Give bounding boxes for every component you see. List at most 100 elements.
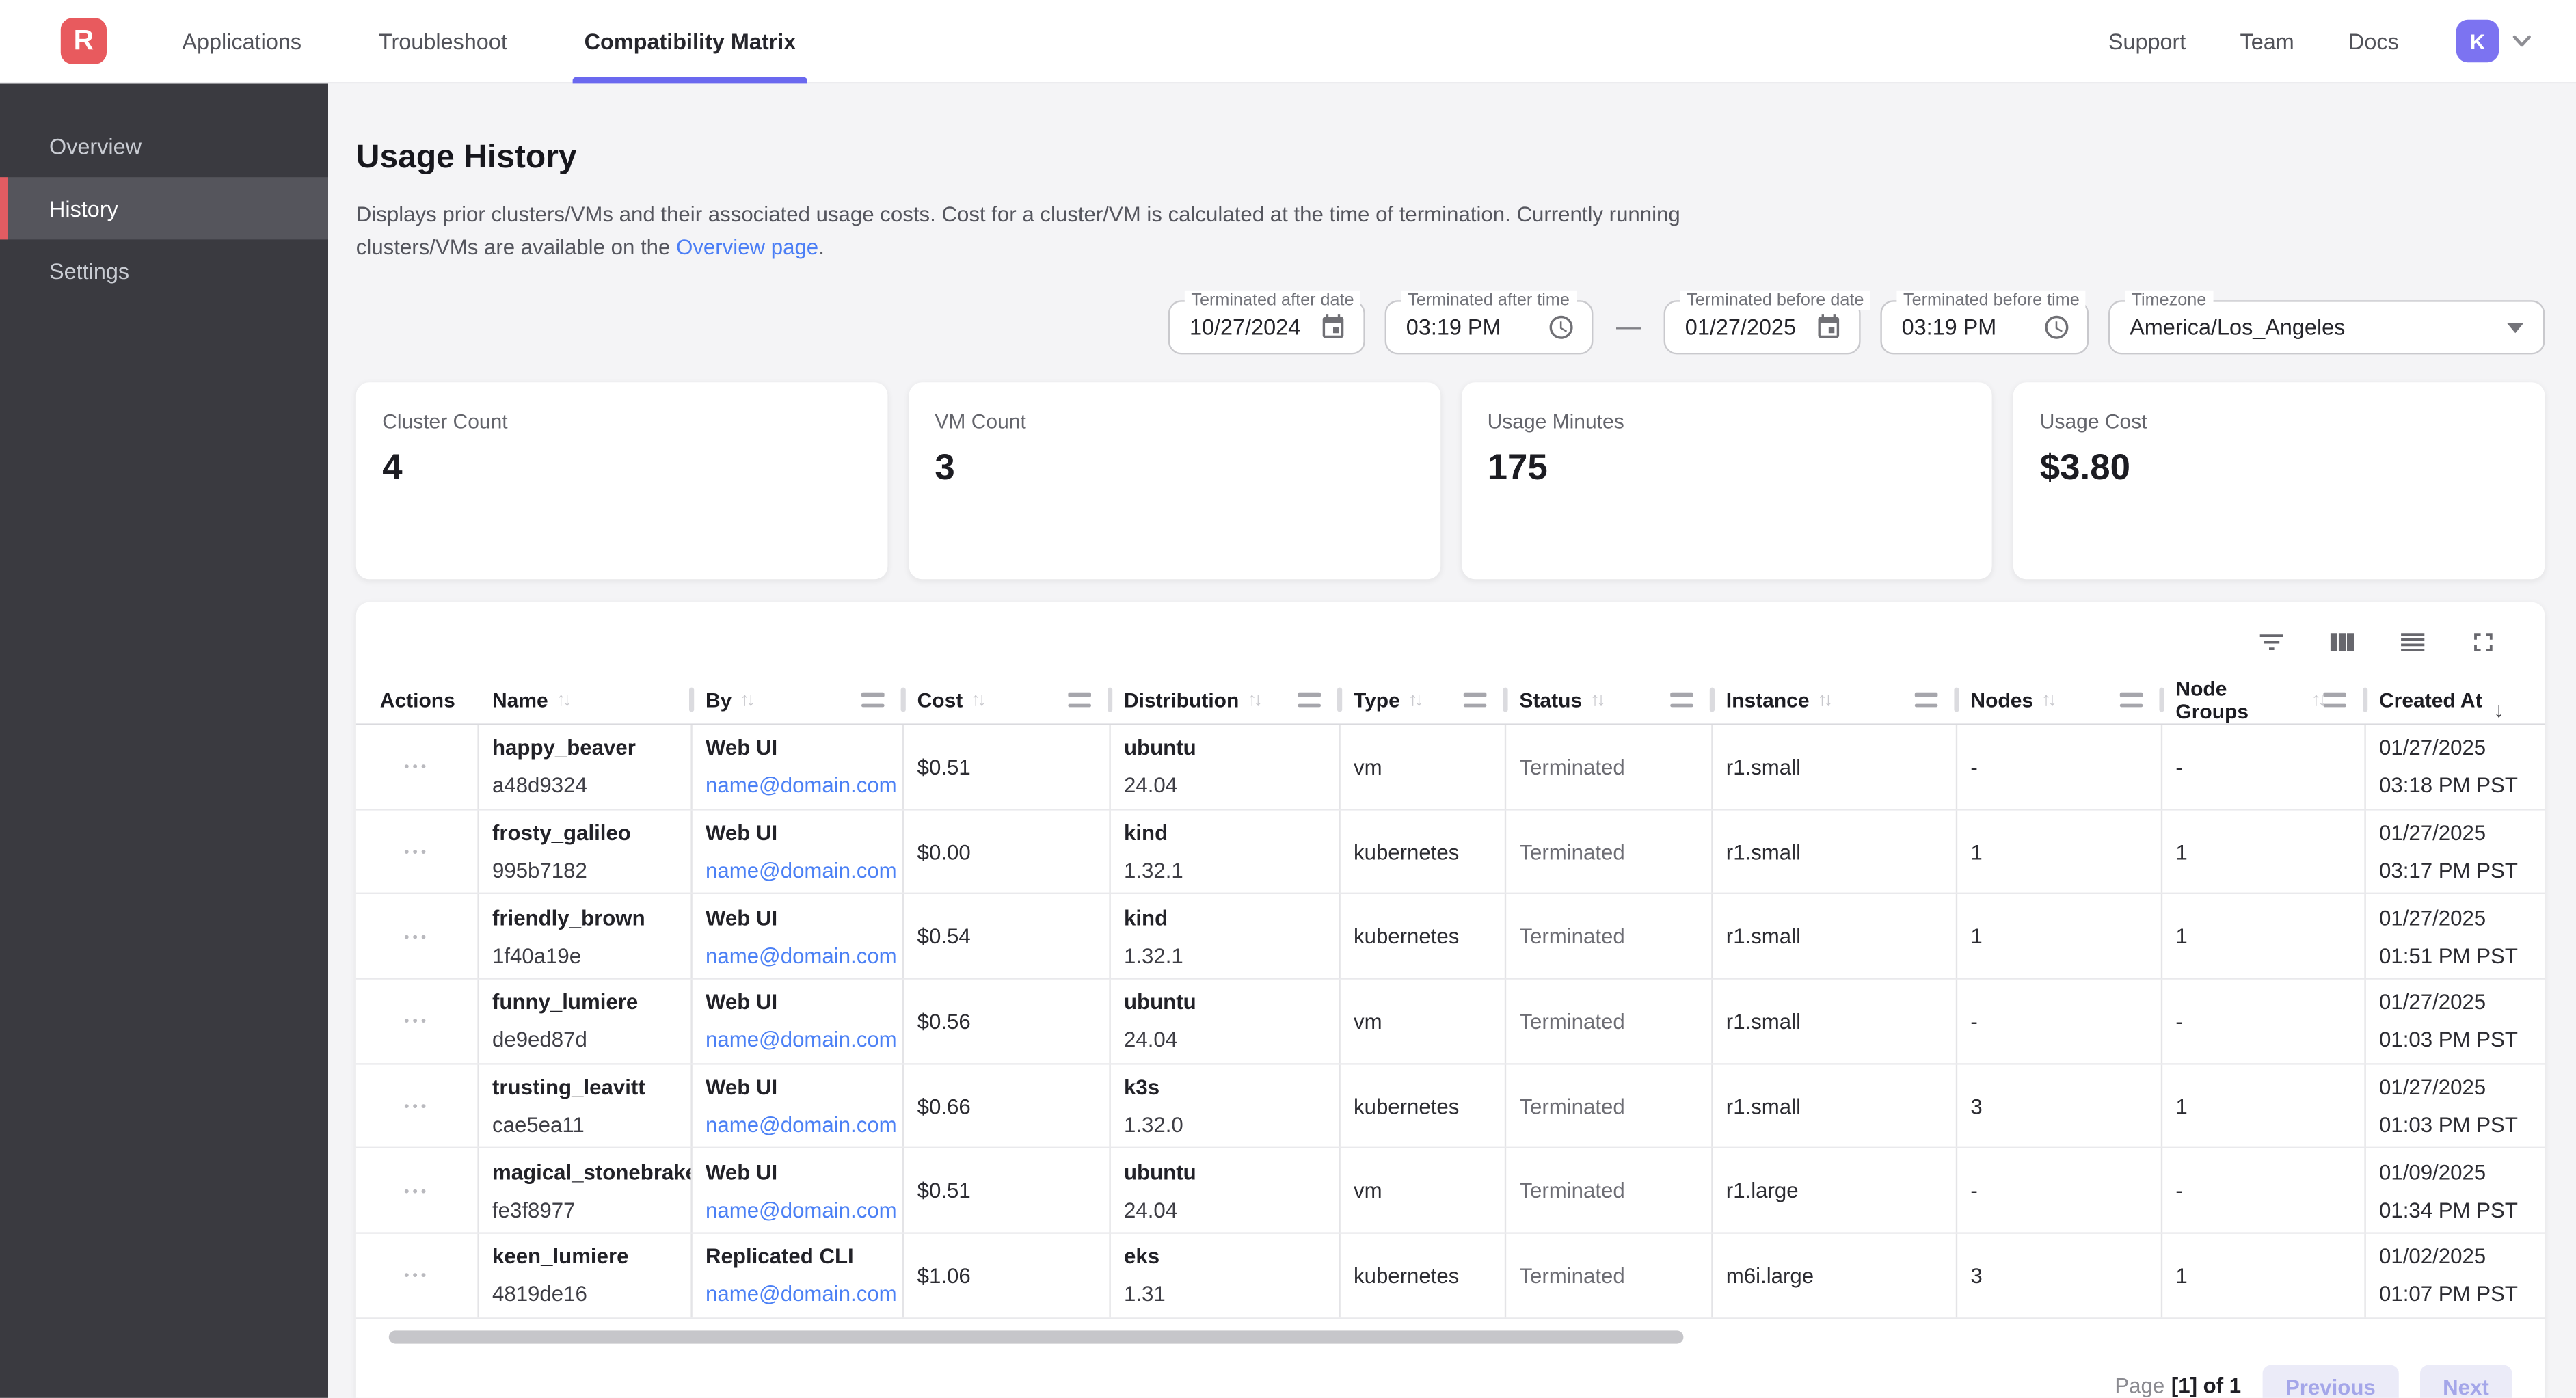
filter-input[interactable]: Terminated before time 03:19 PM [1880, 290, 2089, 355]
clock-icon[interactable] [1547, 313, 1575, 341]
nav-tab[interactable]: Compatibility Matrix [572, 0, 808, 84]
email-link[interactable]: name@domain.com [706, 943, 897, 968]
cluster-name: frosty_galileo [492, 820, 631, 846]
row-actions-button[interactable]: ••• [404, 1267, 430, 1284]
column-header[interactable]: Nodes ↑↓ ↓ [1957, 676, 2164, 724]
calendar-icon[interactable] [1319, 313, 1347, 341]
cluster-id: de9ed87d [492, 1027, 587, 1053]
column-header-label: By [706, 688, 732, 712]
email-link[interactable]: name@domain.com [706, 858, 897, 883]
nav-tab[interactable]: Troubleshoot [379, 0, 507, 82]
sort-icon[interactable]: ↑↓ [2311, 690, 2327, 710]
sort-icon[interactable]: ↑↓ [1408, 690, 1424, 710]
cell-status: Terminated [1506, 979, 1713, 1063]
column-menu-icon[interactable] [2324, 693, 2346, 708]
sort-desc-icon[interactable]: ↓ [2493, 697, 2505, 723]
column-menu-icon[interactable] [1464, 693, 1487, 708]
nav-link[interactable]: Docs [2348, 29, 2399, 53]
row-actions-button[interactable]: ••• [404, 928, 430, 945]
column-header[interactable]: Status ↑↓ ↓ [1506, 676, 1715, 724]
fullscreen-icon[interactable] [2468, 627, 2499, 658]
column-header[interactable]: Instance ↑↓ ↓ [1713, 676, 1959, 724]
filter-input[interactable]: Terminated before date 01/27/2025 [1663, 290, 1870, 355]
column-header[interactable]: Actions ↑↓ ↓ [356, 676, 479, 724]
sidebar-item[interactable]: History [0, 177, 329, 240]
avatar[interactable]: K [2456, 19, 2499, 63]
email-link[interactable]: name@domain.com [706, 1027, 897, 1053]
sidebar-item[interactable]: Overview [0, 115, 328, 177]
cell-type: kubernetes [1341, 809, 1507, 893]
table-row[interactable]: ••• keen_lumiere 4819de16 Replicated CLI n… [355, 1234, 2545, 1319]
column-menu-icon[interactable] [1670, 693, 1693, 708]
cell-name: frosty_galileo 995b7182 [479, 809, 693, 893]
sidebar-item[interactable]: Settings [0, 239, 328, 301]
next-button[interactable]: Next [2419, 1365, 2512, 1398]
column-menu-icon[interactable] [1068, 693, 1091, 708]
column-menu-icon[interactable] [861, 693, 885, 708]
replicated-logo[interactable]: R [60, 18, 107, 64]
columns-icon[interactable] [2326, 627, 2358, 658]
row-actions-button[interactable]: ••• [404, 843, 430, 860]
filter-input[interactable]: Timezone America/Los_Angeles [2108, 290, 2545, 355]
nav-link[interactable]: Team [2240, 29, 2294, 53]
column-header[interactable]: Distribution ↑↓ ↓ [1111, 676, 1343, 724]
email-link[interactable]: name@domain.com [706, 1197, 897, 1222]
column-header[interactable]: Node Groups ↑↓ ↓ [2162, 676, 2368, 724]
column-menu-icon[interactable] [1915, 693, 1938, 708]
table-row[interactable]: ••• frosty_galileo 995b7182 Web UI name@do… [355, 809, 2545, 895]
horizontal-scrollbar[interactable] [388, 1330, 1684, 1344]
email-link[interactable]: name@domain.com [706, 1112, 897, 1138]
dropdown-arrow-icon[interactable] [2507, 322, 2524, 333]
sort-icon[interactable]: ↑↓ [2041, 690, 2057, 710]
sort-icon[interactable]: ↑↓ [1247, 690, 1263, 710]
table-row[interactable]: ••• magical_stonebraker fe3f8977 Web UI na… [355, 1149, 2545, 1235]
table-row[interactable]: ••• happy_beaver a48d9324 Web UI name@doma… [355, 725, 2545, 810]
row-actions-button[interactable]: ••• [404, 758, 430, 775]
cell-type: kubernetes [1341, 1064, 1507, 1148]
clock-icon[interactable] [2043, 313, 2071, 341]
previous-button[interactable]: Previous [2262, 1365, 2399, 1398]
logo-letter: R [73, 25, 94, 56]
column-menu-icon[interactable] [1298, 693, 1321, 708]
cell-instance: r1.small [1713, 1064, 1958, 1148]
distribution-name: kind [1124, 905, 1168, 930]
chevron-down-icon[interactable] [2509, 28, 2535, 54]
sort-icon[interactable]: ↑↓ [556, 690, 572, 710]
cell-created-at: 01/27/2025 03:17 PM PST [2379, 820, 2518, 883]
density-icon[interactable] [2397, 627, 2428, 658]
cell-actions: ••• [356, 1234, 479, 1317]
sort-icon[interactable]: ↑↓ [740, 690, 755, 710]
row-actions-button[interactable]: ••• [404, 1012, 430, 1030]
column-header[interactable]: Cost ↑↓ ↓ [904, 676, 1113, 724]
sort-icon[interactable]: ↑↓ [1590, 690, 1606, 710]
distribution-version: 24.04 [1124, 1197, 1178, 1222]
column-header[interactable]: Created At ↑↓ ↓ [2366, 676, 2545, 724]
distribution-version: 1.32.1 [1124, 943, 1183, 968]
email-link[interactable]: name@domain.com [706, 773, 897, 798]
overview-page-link[interactable]: Overview page [676, 234, 819, 258]
email-link[interactable]: name@domain.com [706, 1282, 897, 1307]
sort-icon[interactable]: ↑↓ [1817, 690, 1834, 710]
table-row[interactable]: ••• trusting_leavitt cae5ea11 Web UI name@… [355, 1064, 2545, 1150]
sort-icon[interactable]: ↑↓ [971, 690, 987, 710]
filter-icon[interactable] [2256, 627, 2287, 658]
cell-by: Web UI name@domain.com [693, 894, 904, 978]
row-actions-button[interactable]: ••• [404, 1097, 430, 1114]
nav-tab[interactable]: Applications [182, 0, 301, 82]
column-header[interactable]: Type ↑↓ ↓ [1341, 676, 1508, 724]
nav-link[interactable]: Support [2108, 29, 2186, 53]
filter-input[interactable]: Terminated after time 03:19 PM [1384, 290, 1594, 355]
table-row[interactable]: ••• funny_lumiere de9ed87d Web UI name@dom… [355, 979, 2545, 1065]
column-header[interactable]: Name ↑↓ ↓ [479, 676, 695, 724]
row-actions-button[interactable]: ••• [404, 1182, 430, 1199]
filter-input[interactable]: Terminated after date 10/27/2024 [1168, 290, 1365, 355]
column-header[interactable]: By ↑↓ ↓ [693, 676, 906, 724]
column-menu-icon[interactable] [2120, 693, 2143, 708]
cell-name: friendly_brown 1f40a19e [479, 894, 693, 978]
table-row[interactable]: ••• friendly_brown 1f40a19e Web UI name@do… [355, 894, 2545, 980]
cell-created-at: 01/09/2025 01:34 PM PST [2379, 1159, 2518, 1222]
stat-card: Cluster Count 4 [355, 382, 887, 580]
calendar-icon[interactable] [1814, 313, 1842, 341]
cluster-name: magical_stonebraker [492, 1159, 693, 1185]
distribution-version: 24.04 [1124, 773, 1178, 798]
